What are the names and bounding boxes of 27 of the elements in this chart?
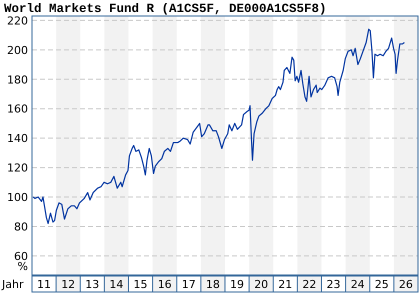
y-tick-label: 120 xyxy=(7,162,28,175)
x-tick-label: 17 xyxy=(182,278,196,291)
x-axis-title: Jahr xyxy=(1,278,24,291)
x-tick-label: 16 xyxy=(158,278,172,291)
x-tick-label: 15 xyxy=(134,278,148,291)
chart-title: World Markets Fund R (A1CS5F, DE000A1CS5F8) xyxy=(4,2,327,16)
y-tick-label: 160 xyxy=(7,102,28,116)
y-tick-label: 200 xyxy=(7,44,28,57)
x-tick-label: 22 xyxy=(302,278,316,291)
x-tick-label: 23 xyxy=(326,278,341,291)
x-tick-label: 13 xyxy=(85,278,100,291)
x-tick-label: 18 xyxy=(206,278,220,291)
y-tick-label: 180 xyxy=(7,73,28,86)
y-tick-label: 100 xyxy=(7,191,28,204)
x-tick-label: 14 xyxy=(109,278,124,291)
y-tick-label: 80 xyxy=(14,220,28,234)
y-tick-label: 220 xyxy=(7,14,28,28)
x-tick-label: 25 xyxy=(374,278,389,291)
x-tick-label: 12 xyxy=(61,278,76,291)
x-tick-label: 11 xyxy=(37,278,52,291)
x-tick-label: 26 xyxy=(398,278,413,291)
line-series xyxy=(32,28,405,224)
x-tick-label: 20 xyxy=(254,278,268,291)
x-tick-label: 19 xyxy=(230,278,244,291)
x-tick-label: 24 xyxy=(350,278,365,291)
x-tick-label: 21 xyxy=(278,278,292,291)
y-tick-label: 140 xyxy=(7,132,28,146)
